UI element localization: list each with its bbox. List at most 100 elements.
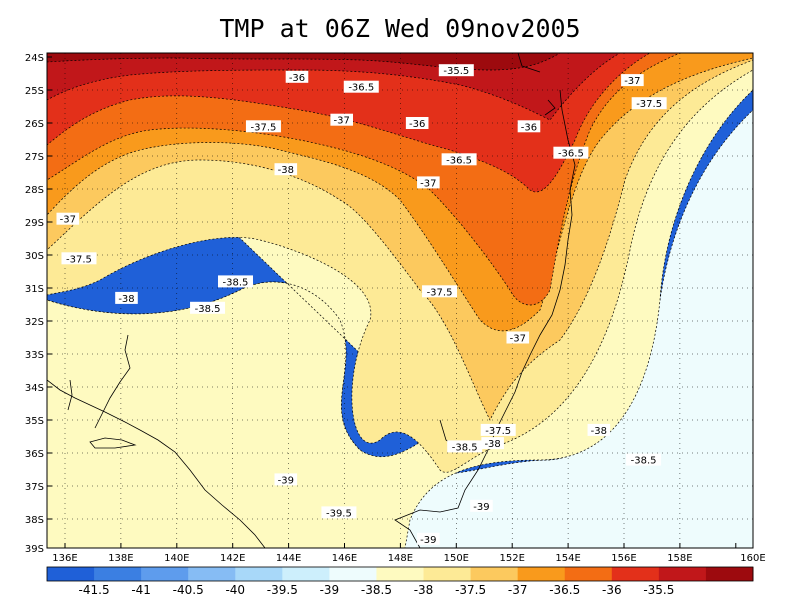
x-tick-label: 160E — [740, 553, 765, 564]
contour-label-bg — [481, 437, 504, 450]
y-tick-label: 36S — [25, 449, 44, 460]
contour-label: -38.5 — [626, 453, 662, 467]
colorbar-swatch — [235, 567, 283, 581]
contour-label: -35.5 — [438, 64, 474, 77]
contour-label-bg — [422, 285, 458, 298]
contour-label-text: -37.5 — [485, 426, 511, 437]
contour-label-text: -36.5 — [446, 155, 472, 166]
band-14 — [47, 53, 561, 71]
y-tick-label: 25S — [25, 86, 44, 97]
x-tick-label: 148E — [388, 553, 413, 564]
contour-label-bg — [274, 473, 298, 486]
colorbar-label: -36 — [602, 583, 622, 597]
contour-label: -37.5 — [422, 285, 458, 298]
colorbar-swatch — [705, 567, 754, 581]
colorbar-label: -35.5 — [643, 583, 674, 597]
colorbar-swatch — [376, 567, 425, 581]
contour-label: -38 — [115, 291, 138, 305]
contour-label-text: -36 — [521, 122, 537, 133]
contour-label: -36 — [285, 70, 309, 84]
x-tick-label: 150E — [444, 553, 469, 564]
colorbar: -41.5 -41 -40.5 -40 -39.5 -39 -38.5 -38 -37.5 -37… — [46, 566, 754, 597]
contour-label-text: -39 — [278, 475, 294, 486]
contour-label: -37 — [56, 212, 80, 226]
y-tick-label: 28S — [25, 185, 44, 196]
contour-label: -37.5 — [61, 252, 97, 265]
contour-label-bg — [447, 440, 483, 453]
contour-label-text: -38 — [484, 439, 500, 450]
contour-label: -38.5 — [190, 301, 226, 315]
plot-area: -36 -36.5 -35.5 -37 -37.5 -37 -36 -36 -37.5 -38 -3… — [25, 52, 766, 564]
contour-label-bg — [470, 499, 493, 512]
contour-label: -37 — [330, 113, 354, 127]
x-tick-label: 158E — [667, 553, 692, 564]
contour-label: -36.5 — [553, 146, 589, 160]
contour-label: -36 — [405, 117, 429, 130]
contour-label: -36.5 — [343, 80, 379, 94]
colorbar-swatch — [94, 567, 142, 581]
x-tick-label: 136E — [52, 553, 77, 564]
colorbar-swatch — [423, 567, 472, 581]
contour-label-bg — [621, 74, 644, 87]
colorbar-label: -37.5 — [455, 583, 486, 597]
contour-label-text: -38 — [118, 294, 134, 305]
contour-label-text: -36.5 — [348, 83, 374, 94]
colorbar-label: -36.5 — [549, 583, 580, 597]
contour-label-text: -37 — [334, 116, 350, 127]
y-tick-label: 32S — [25, 317, 44, 328]
contour-label-bg — [217, 275, 253, 288]
colorbar-swatch — [188, 567, 236, 581]
contour-label-text: -37 — [624, 76, 640, 87]
contour-label-text: -37.5 — [66, 254, 92, 265]
contour-label-text: -37 — [510, 334, 526, 345]
contour-label: -37 — [621, 74, 644, 87]
contour-label: -37.5 — [631, 97, 667, 110]
y-tick-label: 33S — [25, 350, 44, 361]
x-tick-label: 142E — [220, 553, 245, 564]
colorbar-label: -39 — [320, 583, 340, 597]
colorbar-swatch — [470, 567, 519, 581]
contour-label-text: -37 — [420, 178, 436, 189]
y-tick-label: 30S — [25, 251, 44, 262]
contour-label-text: -38 — [591, 426, 607, 437]
x-tick-label: 156E — [611, 553, 636, 564]
colorbar-swatch — [329, 567, 377, 581]
contour-label-bg — [285, 70, 309, 83]
contour-label: -38 — [274, 163, 298, 176]
y-tick-label: 38S — [25, 515, 44, 526]
contour-label: -38.5 — [217, 275, 253, 288]
contour-label: -36 — [517, 120, 541, 133]
contour-label-bg — [115, 291, 138, 304]
contour-label-bg — [245, 120, 281, 133]
contour-label: -37.5 — [245, 120, 281, 133]
contour-label: -38.5 — [447, 440, 483, 453]
contour-label-text: -38.5 — [223, 277, 249, 288]
contour-label-bg — [417, 532, 440, 545]
contour-label: -39.5 — [321, 506, 357, 519]
y-tick-label: 39S — [25, 544, 44, 555]
contour-label: -37 — [506, 331, 530, 345]
y-tick-label: 24S — [25, 53, 44, 64]
contour-label: -39 — [274, 473, 298, 486]
contour-label-bg — [626, 453, 662, 466]
contour-label-bg — [417, 176, 440, 189]
contour-label-bg — [274, 163, 298, 176]
colorbar-label: -38.5 — [361, 583, 392, 597]
colorbar-frame — [46, 566, 754, 582]
contour-label: -39 — [470, 499, 493, 513]
y-tick-label: 35S — [25, 416, 44, 427]
y-tick-label: 27S — [25, 152, 44, 163]
contour-label-text: -37.5 — [427, 287, 453, 298]
contour-label-text: -38.5 — [631, 456, 657, 467]
map-title: TMP at 06Z Wed 09nov2005 — [219, 14, 581, 43]
colorbar-label: -39.5 — [267, 583, 298, 597]
contour-label-bg — [587, 423, 611, 436]
contour-label: -37 — [417, 176, 440, 189]
contour-labels: -36 -36.5 -35.5 -37 -37.5 -37 -36 -36 -37.5 -38 -3… — [56, 64, 667, 546]
contour-label-text: -38 — [278, 165, 294, 176]
colorbar-label: -38 — [414, 583, 434, 597]
contour-label-text: -36.5 — [558, 149, 584, 160]
colorbar-label: -41.5 — [79, 583, 110, 597]
contour-label-text: -37 — [60, 215, 76, 226]
